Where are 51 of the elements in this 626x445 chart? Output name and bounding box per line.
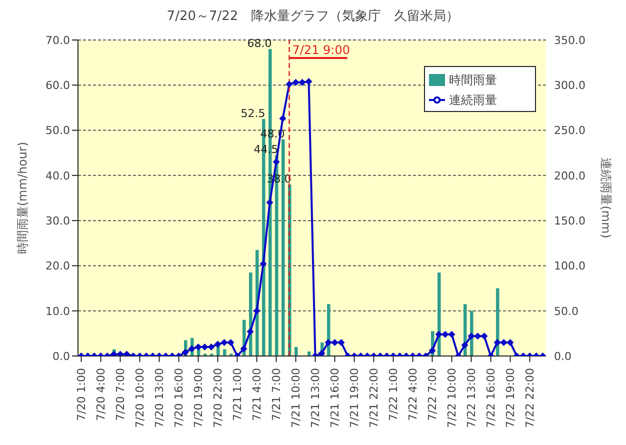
x-tick-label: 7/21 4:00 (250, 368, 264, 421)
y2-tick-label: 200.0 (554, 169, 586, 182)
x-tick-label: 7/22 13:00 (464, 368, 478, 428)
data-label: 52.5 (240, 107, 266, 120)
y-tick-label: 20.0 (46, 260, 70, 273)
legend-label: 時間雨量 (449, 73, 497, 87)
x-tick-label: 7/22 22:00 (523, 368, 536, 428)
x-tick-label: 7/22 4:00 (406, 368, 420, 421)
x-tick-label: 7/22 19:00 (504, 368, 517, 428)
y2-tick-label: 250.0 (554, 124, 586, 138)
legend-label: 連続雨量 (449, 93, 497, 107)
x-tick-label: 7/21 7:00 (270, 368, 283, 421)
x-tick-label: 7/20 19:00 (192, 368, 205, 428)
y2-tick-label: 0.0 (554, 350, 572, 363)
y2-tick-label: 350.0 (554, 34, 586, 47)
y2-axis-title: 連続雨量(mm) (598, 158, 613, 238)
data-label: 68.0 (247, 37, 272, 50)
x-tick-label: 7/22 16:00 (484, 368, 498, 428)
x-tick-label: 7/20 1:00 (74, 368, 88, 421)
bar (223, 349, 226, 356)
y-tick-label: 0.0 (52, 350, 70, 363)
bar (294, 346, 298, 356)
x-tick-label: 7/22 1:00 (386, 368, 400, 421)
y-tick-label: 60.0 (46, 79, 70, 92)
x-tick-label: 7/20 4:00 (94, 368, 108, 421)
y-tick-label: 40.0 (46, 169, 70, 182)
x-tick-label: 7/20 13:00 (152, 368, 166, 428)
y2-tick-label: 150.0 (554, 214, 586, 228)
x-tick-label: 7/21 10:00 (289, 368, 302, 428)
x-tick-label: 7/22 7:00 (426, 368, 439, 421)
x-tick-label: 7/21 16:00 (328, 368, 342, 428)
x-tick-label: 7/21 19:00 (348, 368, 361, 428)
x-tick-label: 7/21 1:00 (230, 368, 244, 421)
y2-tick-label: 300.0 (554, 79, 586, 92)
x-tick-label: 7/20 16:00 (172, 368, 186, 428)
y-tick-label: 30.0 (46, 214, 70, 228)
x-tick-label: 7/21 22:00 (367, 368, 380, 428)
y2-tick-label: 100.0 (554, 260, 586, 273)
chart-title: 7/20～7/22 降水量グラフ（気象庁 久留米局） (166, 8, 460, 26)
data-label: 38.0 (266, 172, 292, 186)
x-tick-label: 7/20 10:00 (133, 368, 146, 428)
x-tick-label: 7/20 7:00 (114, 368, 127, 421)
y-tick-label: 50.0 (46, 124, 70, 138)
ref-line-label: 7/21 9:00 (292, 43, 350, 57)
y2-tick-label: 50.0 (554, 304, 578, 318)
x-tick-label: 7/22 10:00 (445, 368, 458, 428)
y-tick-label: 70.0 (46, 34, 70, 47)
y-axis-title: 時間雨量(mm/hour) (15, 142, 30, 254)
y-tick-label: 10.0 (46, 304, 70, 318)
x-tick-label: 7/21 13:00 (308, 368, 322, 428)
x-tick-label: 7/20 22:00 (211, 368, 224, 428)
